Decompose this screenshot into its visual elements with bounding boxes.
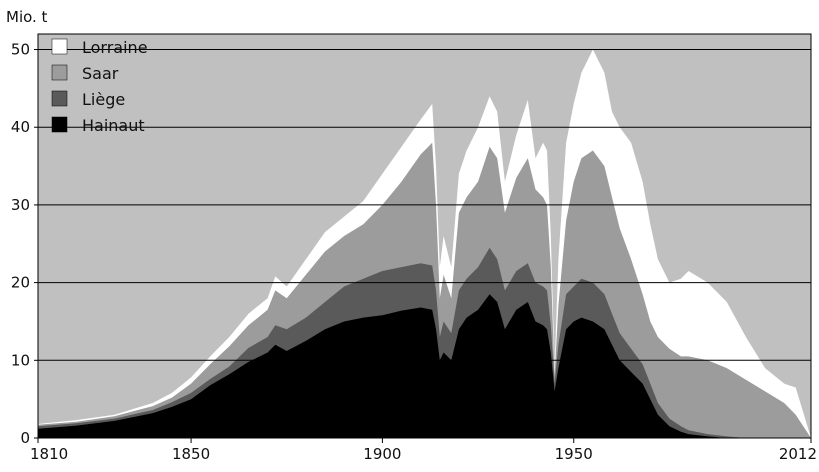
x-tick-label-2012: 2012 xyxy=(779,445,817,463)
y-tick-label-40: 40 xyxy=(11,118,30,136)
y-tick-label-10: 10 xyxy=(11,351,30,369)
legend-label-li-ge: Liège xyxy=(82,90,125,109)
x-tick-label-1950: 1950 xyxy=(555,445,593,463)
legend-swatch-hainaut xyxy=(51,116,68,133)
y-tick-label-50: 50 xyxy=(11,41,30,59)
x-tick-label-1900: 1900 xyxy=(363,445,401,463)
axes: 0 10 20 30 40 50 1810 1850 1900 1950 2012 xyxy=(11,33,817,463)
legend-label-hainaut: Hainaut xyxy=(82,116,145,135)
legend-label-saar: Saar xyxy=(82,64,119,83)
legend-swatch-li-ge xyxy=(51,90,68,107)
legend: Lorraine Saar Liège Hainaut xyxy=(51,38,148,135)
y-tick-label-0: 0 xyxy=(20,429,30,447)
area-layers xyxy=(38,49,811,439)
area-hainaut xyxy=(38,294,811,438)
plot-frame xyxy=(37,33,812,439)
gridlines xyxy=(38,49,811,361)
legend-swatch-lorraine xyxy=(51,38,68,55)
y-axis-label: Mio. t xyxy=(6,8,48,26)
legend-label-lorraine: Lorraine xyxy=(82,38,148,57)
y-tick-label-20: 20 xyxy=(11,274,30,292)
y-tick-label-30: 30 xyxy=(11,196,30,214)
x-tick-label-1850: 1850 xyxy=(172,445,210,463)
x-tick-label-1810: 1810 xyxy=(30,445,68,463)
legend-swatch-saar xyxy=(51,64,68,81)
